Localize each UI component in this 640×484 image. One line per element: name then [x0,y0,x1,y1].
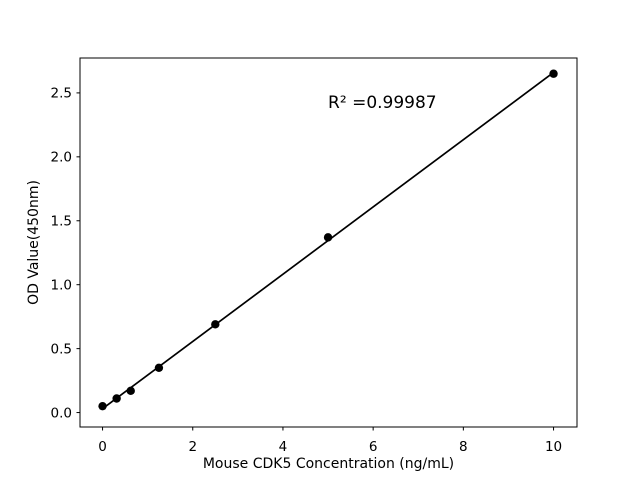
x-tick-label: 4 [279,439,288,455]
x-tick-label: 0 [98,439,107,455]
x-tick-label: 10 [545,439,562,455]
x-tick-label: 6 [369,439,378,455]
y-tick-label: 1.5 [51,214,72,230]
x-tick-label: 2 [188,439,197,455]
data-point [154,363,164,373]
x-axis-label: Mouse CDK5 Concentration (ng/mL) [203,456,454,472]
y-tick-label: 0.0 [51,405,72,421]
plot-border [79,57,578,428]
data-point [549,69,558,78]
data-point [323,233,333,242]
data-point [126,386,135,396]
y-tick-label: 2.0 [51,150,72,166]
data-point [211,320,220,329]
x-tick-label: 8 [459,439,468,455]
data-point [112,394,121,403]
y-tick-label: 0.5 [51,341,72,357]
y-tick-label: 1.0 [51,277,72,293]
y-tick-label: 2.5 [51,86,72,102]
y-axis-label: OD Value(450nm) [26,180,42,305]
r-squared-annotation: R² =0.99987 [328,93,437,113]
data-point [98,401,107,411]
